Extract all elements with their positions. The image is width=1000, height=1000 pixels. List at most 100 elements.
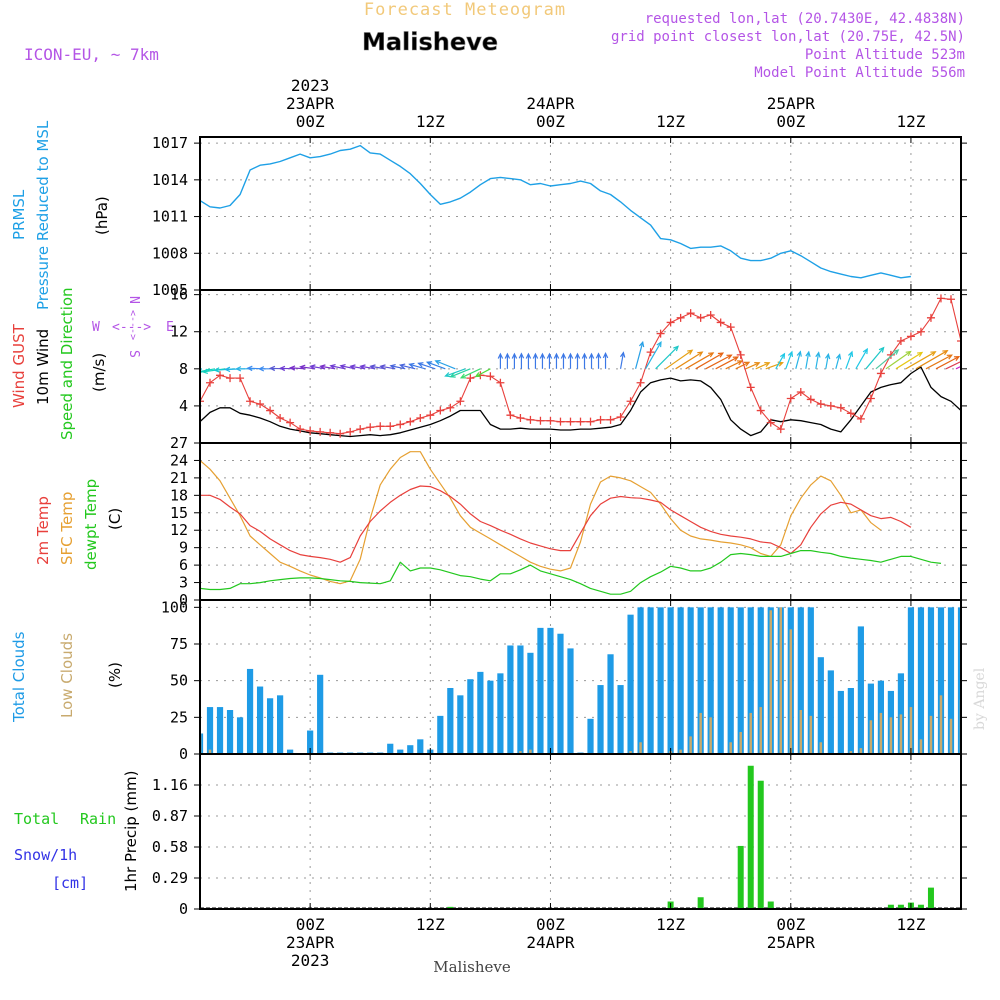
wind-gust-marker (346, 427, 355, 436)
wind-arrow (389, 363, 406, 370)
temperature-ytick-label: 15 (170, 504, 188, 522)
total-cloud-bar (687, 607, 694, 754)
total-cloud-bar (477, 671, 484, 754)
wind-arrow (815, 351, 821, 369)
wind-gust-marker (376, 422, 385, 431)
pressure-ytick-label: 1008 (152, 244, 188, 262)
total-cloud-bar (277, 695, 284, 754)
wind-arrow (824, 352, 831, 369)
wind-arrow-shaft (685, 352, 714, 370)
temp-ylabel: (C) (106, 508, 124, 530)
temperature-ytick-label: 0 (179, 591, 188, 609)
wind-arrow-shaft (915, 350, 948, 370)
total-cloud-bar (897, 673, 905, 754)
wind-arrow-head (518, 352, 525, 359)
low-cloud-bar (699, 712, 702, 754)
bottom-hour-label: 12Z (416, 915, 445, 934)
wind-arrow-head (953, 355, 961, 362)
wind-gust-marker (706, 311, 715, 320)
wind-arrow (885, 350, 912, 370)
wind-arrow-shaft (775, 353, 785, 370)
wind-arrow (398, 363, 416, 370)
wind-arrow-head (349, 364, 356, 370)
wind-arrow-head (708, 352, 715, 358)
wind-arrow (425, 361, 446, 370)
wind-gust-marker (896, 337, 905, 345)
low-cloud-bar (769, 610, 772, 754)
wind-arrow-shaft (855, 348, 868, 370)
wind-gust-marker (626, 397, 635, 406)
wind-arrow-shaft (655, 345, 679, 370)
wind-gust-marker (786, 394, 795, 403)
wind-arrow-head (319, 364, 326, 370)
wind-gust-marker (636, 378, 645, 387)
wind-arrow-shaft (715, 356, 739, 370)
wind-arrow (725, 360, 744, 370)
temperature-ytick-label: 6 (179, 556, 188, 574)
wind-arrow-head (288, 365, 296, 371)
precip-ytick-label: 1.16 (152, 776, 188, 794)
wind-gust-marker (566, 417, 575, 426)
wind-arrow (434, 359, 456, 370)
total-cloud-bar (757, 607, 764, 754)
wind-arrow-head (525, 352, 532, 359)
wind-gust-marker (766, 418, 775, 427)
top-hour-label: 00Z (296, 112, 325, 131)
total-cloud-bar (266, 698, 274, 754)
temperature-ytick-label: 24 (170, 451, 188, 469)
low-cloud-bar (879, 712, 883, 754)
total-cloud-bar (817, 657, 824, 754)
precip-ytick-label: 0.29 (152, 869, 188, 887)
wind-arrow (865, 346, 885, 370)
wind-arrow-head (425, 361, 433, 367)
wind-gust-marker (936, 294, 945, 303)
dewpoint-line (200, 549, 942, 595)
wind-gust-marker (486, 372, 495, 381)
total-cloud-bar (537, 627, 544, 754)
wind-arrow-head (278, 365, 286, 372)
total-cloud-bar (206, 707, 214, 754)
wind-arrow-head (824, 352, 831, 360)
temperature-ytick-label: 3 (179, 574, 188, 592)
total-cloud-bar (226, 710, 234, 754)
wind-gust-marker (586, 417, 595, 426)
precip-bar (447, 906, 454, 909)
wind-arrow (945, 360, 961, 370)
wind-gust-marker (336, 429, 345, 438)
clouds-ytick-label: 100 (161, 598, 188, 616)
total-cloud-bar (200, 733, 204, 754)
low-cloud-bar (819, 742, 823, 754)
total-cloud-bar (607, 654, 614, 754)
precip-ylabel: 1hr Precip (mm) (122, 771, 140, 892)
wind-arrow-head (835, 353, 842, 360)
wind-gust-marker (957, 337, 961, 345)
wind-gust-marker (326, 428, 335, 437)
wind-arrow-shaft (845, 351, 853, 370)
wind-arrow (408, 362, 426, 370)
wind-gust-marker (316, 427, 325, 436)
wind-speed-line (200, 366, 961, 438)
wind-gust-marker (416, 413, 425, 422)
pressure-ytick-label: 1014 (152, 171, 188, 189)
precip-snow-label: Snow/1h (14, 846, 77, 864)
wind-gust-marker (386, 422, 395, 431)
wind-arrow-head (339, 363, 346, 370)
wind-gust-marker (926, 313, 935, 322)
low-cloud-bar (859, 748, 863, 754)
wind-gust-marker (946, 295, 955, 304)
compass-west: W (92, 320, 100, 335)
wind-arrow-shaft (380, 365, 396, 370)
low-cloud-bar (889, 717, 893, 754)
total-cloud-bar (287, 749, 294, 754)
wind-arrow-head (299, 364, 306, 371)
wind-gust-marker (696, 313, 705, 322)
wind-gust-marker (456, 397, 465, 406)
wind-gust-marker (276, 413, 285, 422)
wind-gust-marker (906, 332, 915, 341)
wind-arrow-head (805, 350, 811, 358)
wind-arrow (905, 351, 937, 370)
wind-arrow-head (574, 352, 581, 359)
low-cloud-bar (629, 751, 632, 754)
wind-arrow-head (619, 351, 626, 358)
precip-bar (897, 904, 904, 909)
